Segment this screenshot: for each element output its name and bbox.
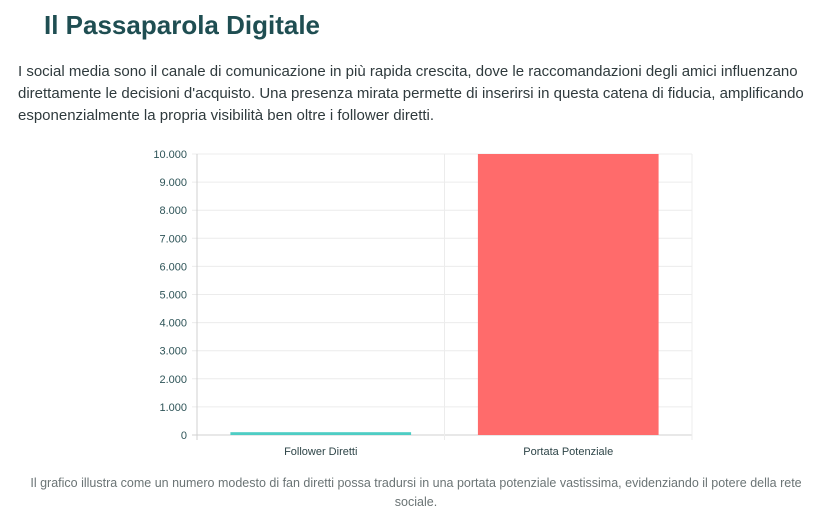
page-title: Il Passaparola Digitale bbox=[44, 10, 321, 40]
y-tick-label: 1.000 bbox=[159, 402, 187, 414]
y-tick-label: 0 bbox=[181, 430, 187, 442]
y-tick-label: 5.000 bbox=[159, 290, 187, 302]
x-tick-label: Follower Diretti bbox=[284, 446, 357, 458]
bar-chart: 0 1.000 2.000 3.000 4.000 5.000 6.000 7.000 8.00… bbox=[153, 149, 693, 458]
y-tick-label: 8.000 bbox=[159, 205, 187, 217]
y-tick-label: 4.000 bbox=[159, 318, 187, 330]
y-tick-label: 3.000 bbox=[159, 346, 187, 358]
y-tick-label: 2.000 bbox=[159, 374, 187, 386]
y-tick-label: 9.000 bbox=[159, 177, 187, 189]
bar-follower-diretti bbox=[230, 432, 412, 435]
bar-portata-potenziale bbox=[477, 154, 659, 435]
chart-caption: Il grafico illustra come un numero modes… bbox=[30, 476, 802, 509]
y-tick-label: 7.000 bbox=[159, 233, 187, 245]
y-tick-label: 6.000 bbox=[159, 261, 187, 273]
y-tick-label: 10.000 bbox=[153, 149, 187, 161]
x-tick-label: Portata Potenziale bbox=[523, 446, 613, 458]
intro-text: I social media sono il canale di comunic… bbox=[18, 63, 804, 124]
